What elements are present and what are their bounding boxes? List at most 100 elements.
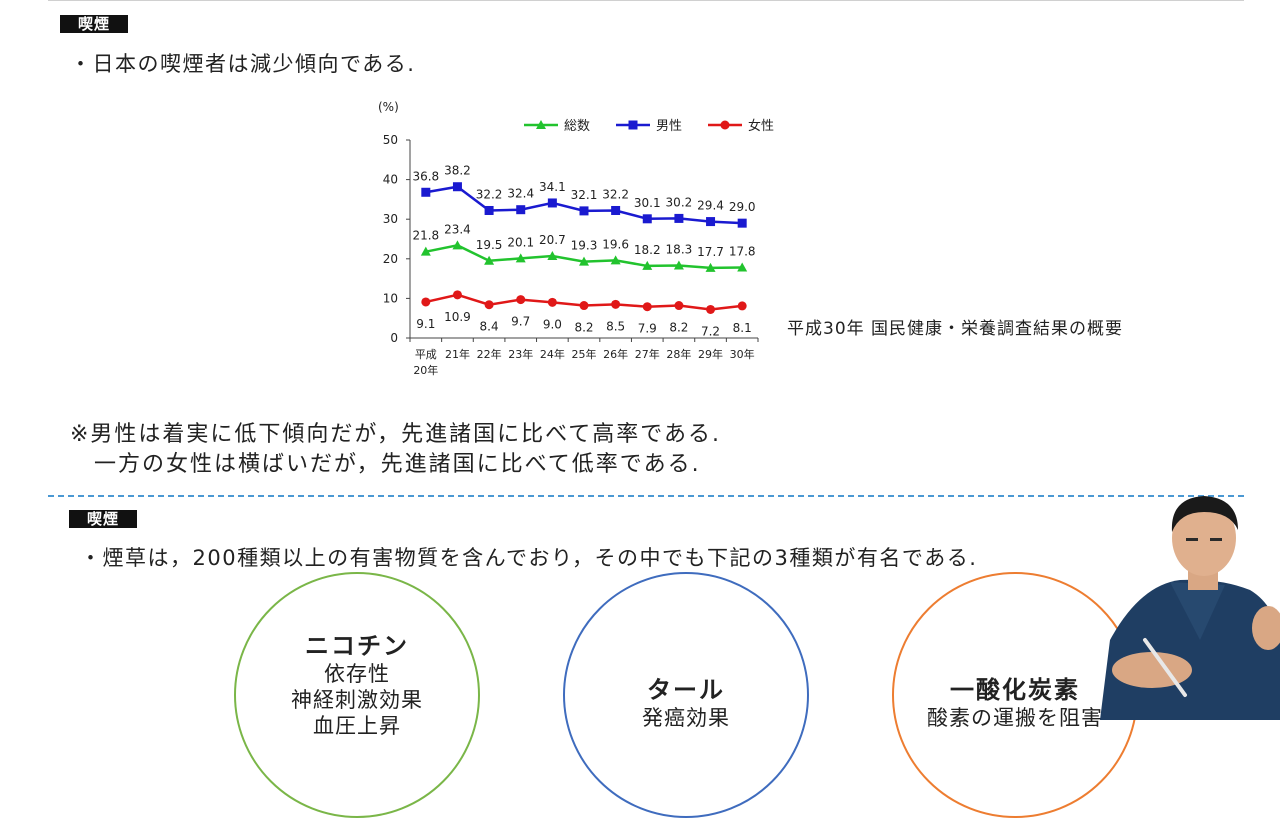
data-point-marker bbox=[547, 198, 557, 208]
data-point-marker bbox=[642, 302, 652, 312]
x-tick-label: 23年 bbox=[508, 347, 533, 361]
x-tick-label: 28年 bbox=[666, 347, 691, 361]
data-label: 8.2 bbox=[574, 321, 593, 335]
chart-series: 21.8 23.4 19.5 20.1 20.7 19.3 19.6 18.2 18.3 17.7… bbox=[412, 164, 755, 339]
nicotine-effect: 依存性 bbox=[324, 662, 390, 686]
smoking-rate-chart: (%) 総数 男性 女性 0 10 20 30 40 50 平成 20年 21年 22年 23年 24年… bbox=[378, 100, 774, 377]
note-male-trend: ※男性は着実に低下傾向だが，先進諸国に比べて高率である. bbox=[70, 422, 722, 447]
data-label: 19.6 bbox=[602, 237, 629, 251]
section-divider bbox=[48, 495, 1244, 497]
y-tick-label: 10 bbox=[383, 291, 398, 305]
data-point-marker bbox=[420, 246, 431, 256]
data-source-caption: 平成30年 国民健康・栄養調査結果の概要 bbox=[787, 319, 1124, 339]
section-tag-smoking-2: 喫煙 bbox=[69, 510, 138, 528]
x-tick-label: 20年 bbox=[413, 363, 438, 377]
data-label: 9.7 bbox=[511, 315, 530, 329]
data-point-marker bbox=[579, 256, 589, 266]
data-label: 32.1 bbox=[571, 188, 598, 202]
section-tag-smoking: 喫煙 bbox=[60, 15, 129, 33]
data-label: 32.2 bbox=[476, 187, 503, 201]
data-point-marker bbox=[706, 217, 716, 227]
data-label: 8.2 bbox=[669, 321, 688, 335]
x-tick-label: 26年 bbox=[603, 347, 628, 361]
data-point-marker bbox=[737, 262, 748, 272]
data-point-marker bbox=[610, 255, 621, 265]
data-point-marker bbox=[705, 262, 716, 272]
data-label: 36.8 bbox=[412, 169, 439, 183]
data-point-marker bbox=[611, 205, 621, 215]
x-tick-label: 平成 bbox=[415, 348, 437, 361]
data-label: 7.9 bbox=[638, 322, 657, 336]
data-point-marker bbox=[720, 120, 730, 130]
data-point-marker bbox=[579, 206, 589, 216]
data-point-marker bbox=[452, 182, 462, 192]
data-label: 19.3 bbox=[571, 239, 598, 253]
data-label: 29.4 bbox=[697, 199, 724, 213]
data-point-marker bbox=[674, 301, 684, 311]
legend-label: 男性 bbox=[656, 119, 682, 134]
top-rule bbox=[48, 0, 1244, 1]
data-point-marker bbox=[642, 214, 652, 224]
data-point-marker bbox=[642, 260, 653, 270]
data-label: 21.8 bbox=[412, 229, 439, 243]
y-tick-label: 30 bbox=[383, 212, 398, 226]
x-tick-label: 27年 bbox=[635, 347, 660, 361]
data-point-marker bbox=[516, 205, 526, 215]
y-tick-label: 20 bbox=[383, 252, 398, 266]
nicotine-title: ニコチン bbox=[305, 632, 409, 660]
data-label: 7.2 bbox=[701, 324, 720, 338]
data-label: 8.4 bbox=[480, 320, 499, 334]
x-tick-label: 24年 bbox=[540, 347, 565, 361]
harmful-substances-bullet: ・煙草は，200種類以上の有害物質を含んでおり，その中でも下記の3種類が有名であ… bbox=[80, 546, 978, 570]
y-tick-label: 0 bbox=[390, 331, 398, 345]
data-label: 30.2 bbox=[666, 195, 693, 209]
x-axis: 平成 20年 21年 22年 23年 24年 25年 26年 27年 28年 29年 30年 bbox=[409, 337, 759, 377]
data-point-marker bbox=[421, 297, 431, 307]
nicotine-effect: 血圧上昇 bbox=[313, 714, 401, 738]
data-label: 17.8 bbox=[729, 245, 756, 259]
data-point-marker bbox=[674, 213, 684, 223]
data-label: 18.2 bbox=[634, 243, 661, 257]
data-point-marker bbox=[673, 260, 684, 270]
chart-legend: 総数 男性 女性 bbox=[524, 118, 774, 134]
legend-label: 女性 bbox=[748, 118, 774, 134]
data-label: 9.1 bbox=[416, 317, 435, 331]
y-axis-unit-label: (%) bbox=[378, 100, 399, 114]
data-label: 17.7 bbox=[697, 245, 724, 259]
data-label: 18.3 bbox=[666, 243, 693, 257]
data-point-marker bbox=[628, 120, 638, 130]
data-label: 29.0 bbox=[729, 200, 756, 214]
x-tick-label: 22年 bbox=[477, 347, 502, 361]
data-label: 30.1 bbox=[634, 196, 661, 210]
data-label: 23.4 bbox=[444, 222, 471, 236]
data-label: 32.2 bbox=[602, 187, 629, 201]
data-label: 20.1 bbox=[507, 235, 534, 249]
y-tick-label: 50 bbox=[383, 133, 398, 147]
data-point-marker bbox=[579, 301, 589, 311]
x-tick-label: 21年 bbox=[445, 347, 470, 361]
data-point-marker bbox=[737, 218, 747, 228]
x-tick-label: 30年 bbox=[730, 347, 755, 361]
note-female-trend: 一方の女性は横ばいだが，先進諸国に比べて低率である. bbox=[94, 452, 701, 477]
legend-label: 総数 bbox=[564, 119, 590, 134]
data-label: 10.9 bbox=[444, 310, 471, 324]
tar-circle: タール 発癌効果 bbox=[563, 572, 809, 818]
data-label: 32.4 bbox=[507, 187, 534, 201]
data-point-marker bbox=[536, 120, 546, 129]
data-label: 8.5 bbox=[606, 319, 625, 333]
data-point-marker bbox=[484, 300, 494, 310]
smokers-decreasing-bullet: ・日本の喫煙者は減少傾向である. bbox=[70, 52, 416, 76]
x-tick-label: 29年 bbox=[698, 347, 723, 361]
data-point-marker bbox=[452, 290, 462, 300]
data-point-marker bbox=[421, 187, 431, 197]
data-point-marker bbox=[547, 297, 557, 307]
data-label: 34.1 bbox=[539, 180, 566, 194]
presenter-video-overlay bbox=[1100, 496, 1280, 720]
data-label: 20.7 bbox=[539, 233, 566, 247]
data-point-marker bbox=[484, 205, 494, 215]
nicotine-effect: 神経刺激効果 bbox=[291, 688, 423, 712]
data-point-marker bbox=[706, 304, 716, 314]
y-tick-label: 40 bbox=[383, 173, 398, 187]
data-label: 38.2 bbox=[444, 164, 471, 178]
carbon-monoxide-title: 一酸化炭素 bbox=[950, 676, 1080, 704]
